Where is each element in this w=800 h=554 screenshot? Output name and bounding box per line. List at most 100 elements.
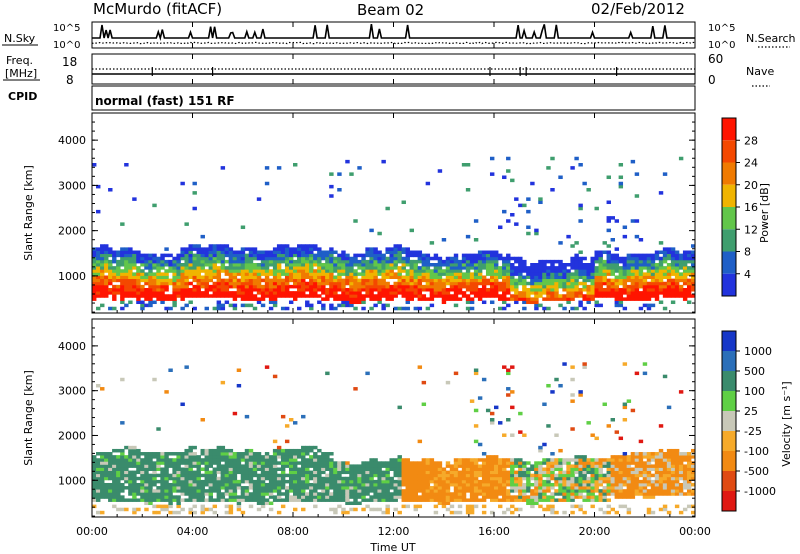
- heat-cell: [353, 474, 357, 477]
- heat-cell: [369, 498, 373, 501]
- heat-cell: [647, 294, 651, 298]
- heat-cell: [301, 455, 305, 458]
- heat-cell: [213, 458, 217, 461]
- heat-cell: [160, 263, 164, 267]
- heat-cell: [534, 304, 538, 308]
- heat-cell: [152, 204, 156, 208]
- heat-cell: [663, 288, 667, 292]
- heat-cell: [502, 464, 506, 467]
- heat-cell: [635, 269, 639, 273]
- heat-cell: [337, 266, 341, 270]
- heat-cell: [414, 279, 418, 283]
- heat-cell: [574, 269, 578, 273]
- heat-cell: [128, 260, 132, 264]
- heat-cell: [136, 455, 140, 458]
- heat-cell: [168, 477, 172, 480]
- heat-cell: [124, 285, 128, 289]
- heat-cell: [205, 480, 209, 483]
- heat-cell: [578, 207, 582, 211]
- heat-cell: [365, 486, 369, 489]
- heat-cell: [349, 294, 353, 298]
- heat-cell: [426, 254, 430, 258]
- heat-cell: [454, 276, 458, 280]
- heat-cell: [619, 474, 623, 477]
- heat-cell: [160, 489, 164, 492]
- heat-cell: [586, 288, 590, 292]
- heat-cell: [237, 508, 241, 511]
- heat-cell: [201, 247, 205, 251]
- heat-cell: [225, 455, 229, 458]
- heat-cell: [96, 492, 100, 495]
- heat-cell: [478, 489, 482, 492]
- heat-cell: [655, 291, 659, 295]
- heat-cell: [574, 291, 578, 295]
- heat-cell: [144, 508, 148, 511]
- heat-cell: [156, 285, 160, 289]
- heat-cell: [253, 468, 257, 471]
- heat-cell: [152, 505, 156, 508]
- heat-cell: [209, 508, 213, 511]
- heat-cell: [450, 464, 454, 467]
- heat-cell: [160, 272, 164, 276]
- heat-cell: [389, 247, 393, 251]
- heat-cell: [619, 458, 623, 461]
- heat-cell: [325, 483, 329, 486]
- heat-cell: [627, 495, 631, 498]
- heat-cell: [506, 483, 510, 486]
- nsearch-label: N.Search: [746, 32, 796, 45]
- heat-cell: [241, 511, 245, 514]
- heat-cell: [627, 468, 631, 471]
- heat-cell: [482, 489, 486, 492]
- heat-cell: [655, 272, 659, 276]
- heat-cell: [301, 483, 305, 486]
- heat-cell: [257, 474, 261, 477]
- heat-cell: [414, 483, 418, 486]
- heat-cell: [659, 191, 663, 195]
- heat-cell: [349, 276, 353, 280]
- heat-cell: [176, 468, 180, 471]
- heat-cell: [639, 297, 643, 301]
- heat-cell: [418, 279, 422, 283]
- heat-cell: [414, 276, 418, 280]
- heat-cell: [353, 387, 357, 390]
- heat-cell: [184, 263, 188, 267]
- heat-cell: [281, 492, 285, 495]
- heat-cell: [635, 372, 639, 375]
- heat-cell: [104, 461, 108, 464]
- heat-cell: [180, 266, 184, 270]
- heat-cell: [261, 266, 265, 270]
- heat-cell: [502, 495, 506, 498]
- heat-cell: [184, 498, 188, 501]
- heat-cell: [635, 480, 639, 483]
- heat-cell: [381, 480, 385, 483]
- heat-cell: [193, 474, 197, 477]
- heat-cell: [599, 477, 603, 480]
- heat-cell: [683, 282, 687, 286]
- heat-cell: [96, 471, 100, 474]
- heat-cell: [333, 260, 337, 264]
- heat-cell: [542, 483, 546, 486]
- heat-cell: [152, 480, 156, 483]
- heat-cell: [410, 263, 414, 267]
- heat-cell: [582, 266, 586, 270]
- heat-cell: [402, 260, 406, 264]
- heat-cell: [389, 263, 393, 267]
- heat-cell: [108, 464, 112, 467]
- heat-cell: [570, 279, 574, 283]
- heat-cell: [237, 266, 241, 270]
- heat-cell: [337, 480, 341, 483]
- heat-cell: [534, 498, 538, 501]
- heat-cell: [329, 282, 333, 286]
- heat-cell: [385, 505, 389, 508]
- heat-cell: [498, 276, 502, 280]
- heat-cell: [639, 458, 643, 461]
- heat-cell: [176, 486, 180, 489]
- heat-cell: [281, 282, 285, 286]
- heat-cell: [100, 461, 104, 464]
- heat-cell: [325, 495, 329, 498]
- heat-cell: [635, 291, 639, 295]
- heat-cell: [599, 266, 603, 270]
- heat-cell: [120, 461, 124, 464]
- heat-cell: [201, 266, 205, 270]
- heat-cell: [317, 480, 321, 483]
